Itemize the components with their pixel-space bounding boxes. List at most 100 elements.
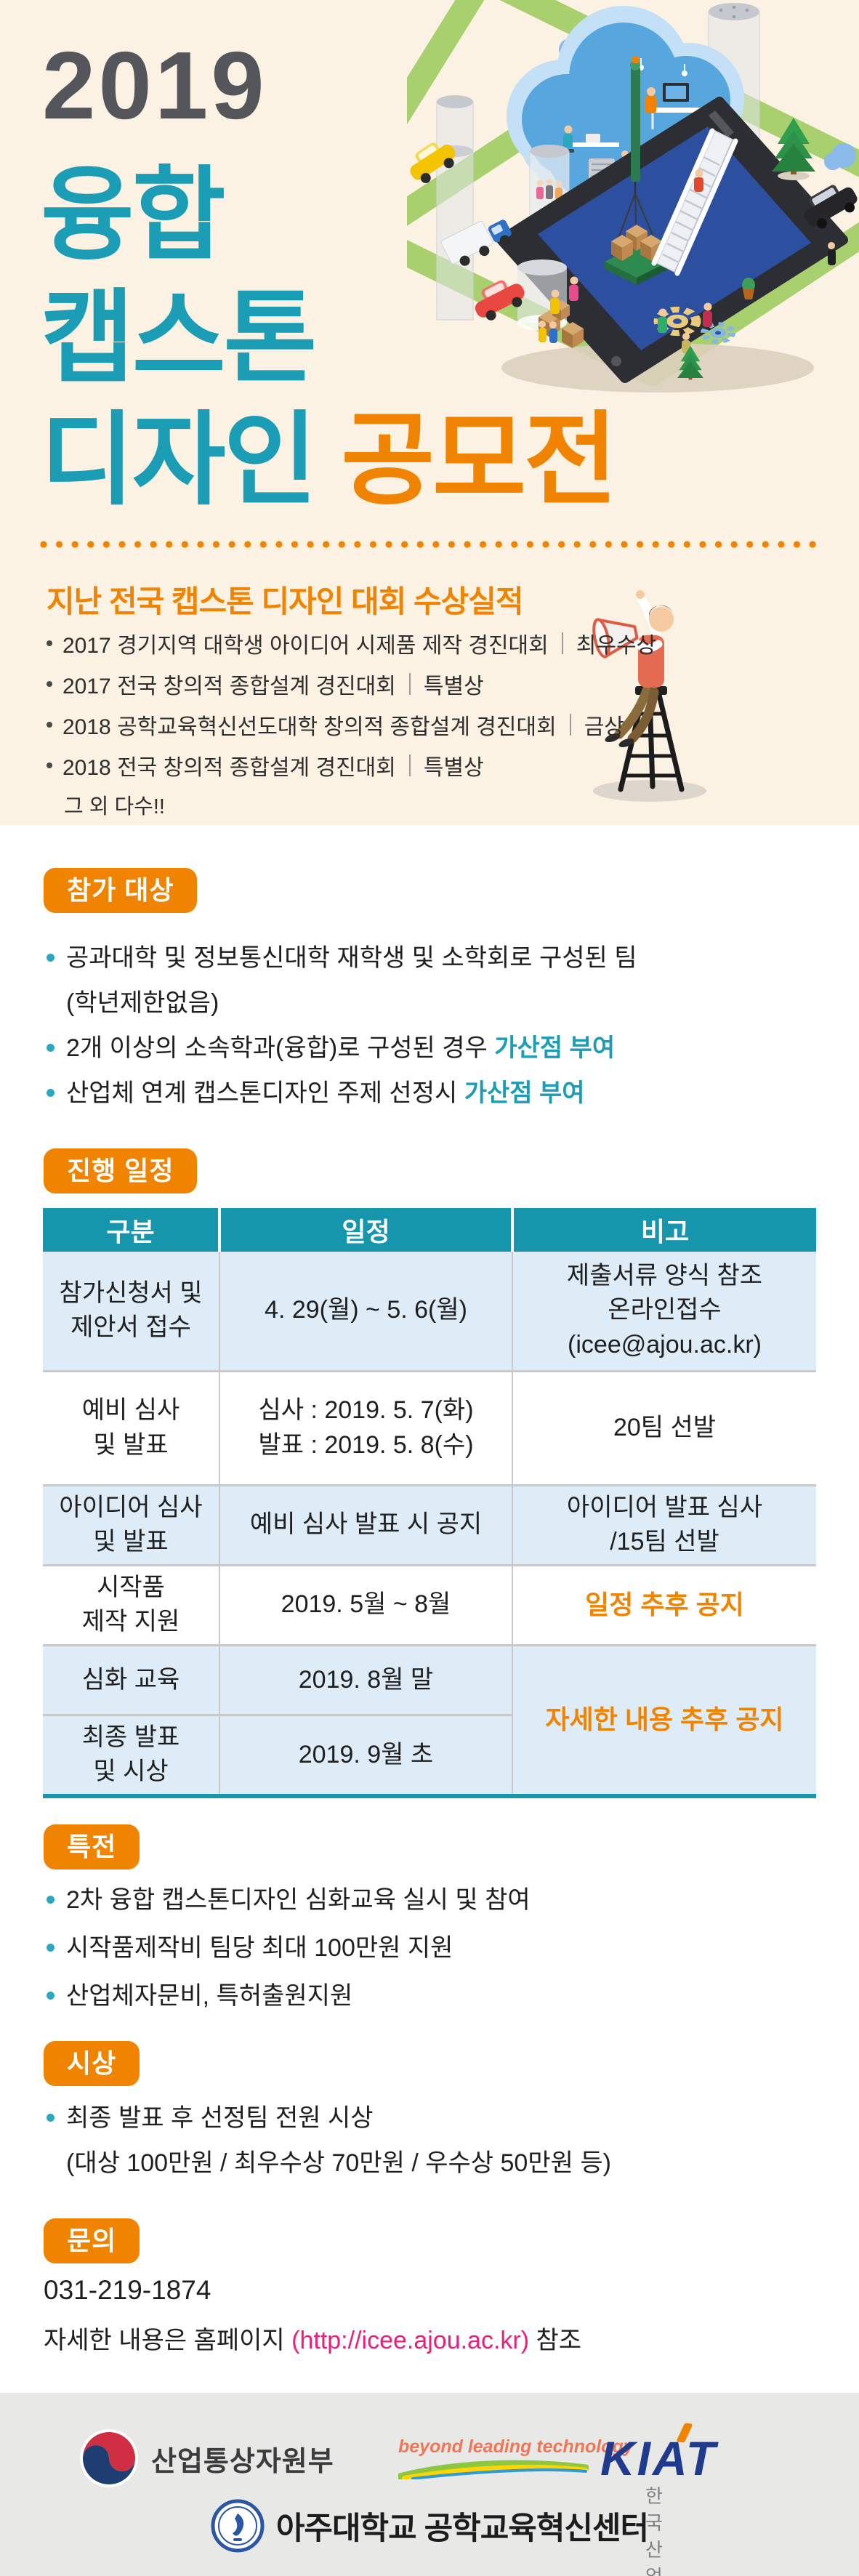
award-item: 2017 전국 창의적 종합설계 경진대회 특별상 [47, 669, 484, 699]
award-prize: 최우수상 [576, 634, 657, 658]
bullet-text: 최종 발표 후 선정팀 전원 시상 [66, 2104, 374, 2132]
table-row: 심화 교육 2019. 8월 말 자세한 내용 추후 공지 [43, 1643, 816, 1797]
cell-category: 예비 심사 및 발표 [43, 1369, 219, 1485]
badge-label: 문의 [44, 2218, 140, 2263]
bullet-text: (학년제한없음) [66, 989, 219, 1017]
dotted-divider [40, 541, 822, 548]
table-row: 참가신청서 및 제안서 접수 4. 29(월) ~ 5. 6(월) 제출서류 양… [43, 1252, 816, 1371]
bullet-text: 2차 융합 캡스톤디자인 심화교육 실시 및 참여 [66, 1886, 531, 1914]
bullet-icon [47, 1896, 55, 1904]
award-name: 2018 공학교육혁신선도대학 창의적 종합설계 경진대회 [62, 715, 557, 739]
cell-category: 심화 교육 [43, 1643, 219, 1715]
title-line3-orange: 공모전 [341, 403, 617, 518]
car-icon [475, 280, 525, 321]
section-contact-badge: 문의 [44, 2218, 140, 2263]
bullet-text: 시작품제작비 팀당 최대 100만원 지원 [66, 1934, 453, 1962]
table-row: 예비 심사 및 발표 심사 : 2019. 5. 7(화) 발표 : 2019.… [43, 1369, 816, 1485]
title-line3-teal: 디자인 [41, 403, 317, 518]
bullet-icon [47, 762, 52, 768]
cell-note: 일정 추후 공지 [512, 1563, 816, 1646]
kiat-swoosh-icon [396, 2460, 589, 2480]
badge-label: 시상 [44, 2041, 140, 2086]
ajou-logo-group: 아주대학교 공학교육혁신센터 [0, 2499, 859, 2553]
badge-label: 참가 대상 [44, 868, 198, 913]
tree-icon [677, 345, 703, 380]
kiat-logo-group: beyond leading technology KIAT 한국산업기술진흥원 [396, 2423, 715, 2576]
title-line3: 디자인 공모전 [41, 399, 618, 522]
footer-background [0, 2393, 859, 2576]
truck-icon [440, 220, 512, 266]
kiat-wordmark: KIAT [600, 2431, 718, 2485]
car-icon [410, 142, 456, 183]
divider-icon [569, 714, 571, 736]
award-name: 2017 전국 창의적 종합설계 경진대회 [62, 675, 396, 699]
phone-shadow [501, 343, 814, 393]
schedule-table: 구분 일정 비고 참가신청서 및 제안서 접수 4. 29(월) ~ 5. 6(… [43, 1208, 816, 1799]
bullet-text: (대상 100만원 / 최우수상 70만원 / 우수상 50만원 등) [66, 2149, 611, 2177]
motie-label: 산업통상자원부 [151, 2446, 334, 2477]
motie-logo [80, 2429, 138, 2487]
section-schedule-badge: 진행 일정 [44, 1148, 198, 1194]
suv-icon [804, 185, 858, 229]
ajou-label: 아주대학교 공학교육혁신센터 [275, 2511, 649, 2546]
bullet-text-highlight: 가산점 부여 [494, 1034, 616, 1062]
participants-bullet-2: 2개 이상의 소속학과(융합)로 구성된 경우 가산점 부여 [47, 1032, 615, 1066]
escalator-icon [651, 128, 738, 276]
bullet-icon [47, 1992, 55, 2000]
hero-illustration [407, 0, 859, 393]
cell-category: 아이디어 심사 및 발표 [43, 1484, 219, 1566]
cell-schedule: 2019. 8월 말 [219, 1643, 512, 1715]
prizes-detail: (대상 100만원 / 최우수상 70만원 / 우수상 50만원 등) [66, 2147, 611, 2181]
plant-icon [742, 278, 755, 299]
kiat-slogan: beyond leading technology [398, 2436, 634, 2457]
cell-schedule: 4. 29(월) ~ 5. 6(월) [219, 1252, 512, 1371]
table-row: 최종 발표 및 시상 2019. 9월 초 [43, 1713, 816, 1797]
title-line1: 융합 [41, 158, 226, 272]
awards-heading: 지난 전국 캡스톤 디자인 대회 수상실적 [47, 584, 524, 619]
divider-icon [561, 632, 563, 654]
bullet-icon [47, 681, 52, 687]
award-prize: 금상 [584, 715, 624, 739]
award-name: 2018 전국 창의적 종합설계 경진대회 [62, 756, 396, 780]
award-item: 2018 전국 창의적 종합설계 경진대회 특별상 [47, 750, 484, 781]
megaphone-icon [592, 618, 639, 659]
contact-homepage: 자세한 내용은 홈페이지 (http://icee.ajou.ac.kr) 참조 [44, 2320, 581, 2356]
bullet-icon [47, 1044, 55, 1052]
participants-bullet-3: 산업체 연계 캡스톤디자인 주제 선정시 가산점 부여 [47, 1077, 585, 1111]
homepage-url-link[interactable]: (http://icee.ajou.ac.kr) [291, 2327, 530, 2354]
title-line2: 캡스톤 [41, 280, 317, 395]
awards-footnote: 그 외 다수!! [64, 795, 165, 818]
divider-icon [408, 754, 411, 776]
award-item: 2017 경기지역 대학생 아이디어 시제품 제작 경진대회 최우수상 [47, 628, 656, 659]
col-header-schedule: 일정 [218, 1208, 512, 1252]
bullet-text: 산업체 연계 캡스톤디자인 주제 선정시 가산점 부여 [66, 1077, 585, 1111]
cell-note: 20팀 선발 [512, 1369, 816, 1485]
motie-logo-group: 산업통상자원부 [78, 2428, 334, 2489]
bullet-icon [47, 640, 52, 646]
table-row: 아이디어 심사 및 발표 예비 심사 발표 시 공지 아이디어 발표 심사 /1… [43, 1484, 816, 1566]
bullet-icon [47, 954, 55, 962]
kiat-korean-name: 한국산업기술진흥원 [645, 2485, 664, 2576]
benefits-bullet-3: 산업체자문비, 특허출원지원 [47, 1980, 352, 2013]
cell-schedule: 심사 : 2019. 5. 7(화) 발표 : 2019. 5. 8(수) [219, 1369, 512, 1485]
bullet-text-highlight: 가산점 부여 [464, 1079, 585, 1107]
cell-schedule: 2019. 9월 초 [219, 1713, 512, 1797]
section-benefits-badge: 특전 [44, 1824, 140, 1869]
bullet-icon [47, 1089, 55, 1097]
poster-year: 2019 [42, 32, 267, 139]
bullet-icon [47, 722, 52, 728]
participants-bullet-1-cont: (학년제한없음) [66, 987, 219, 1021]
col-header-category: 구분 [43, 1208, 219, 1252]
bullet-icon [47, 1944, 55, 1952]
participants-bullet-1: 공과대학 및 정보통신대학 재학생 및 소학회로 구성된 팀 [47, 942, 637, 975]
megaphone-person-icon [592, 590, 706, 802]
table-row: 시작품 제작 지원 2019. 5월 ~ 8월 일정 추후 공지 [43, 1563, 816, 1646]
bullet-text-plain: 2개 이상의 소속학과(융합)로 구성된 경우 [66, 1034, 495, 1062]
ajou-emblem [211, 2499, 265, 2553]
bullet-text: 2개 이상의 소속학과(융합)로 구성된 경우 가산점 부여 [66, 1032, 615, 1066]
homepage-prefix: 자세한 내용은 홈페이지 [44, 2327, 292, 2354]
award-prize: 특별상 [423, 756, 484, 780]
bullet-text-plain: 산업체 연계 캡스톤디자인 주제 선정시 [66, 1079, 464, 1107]
cell-schedule: 2019. 5월 ~ 8월 [219, 1563, 512, 1646]
